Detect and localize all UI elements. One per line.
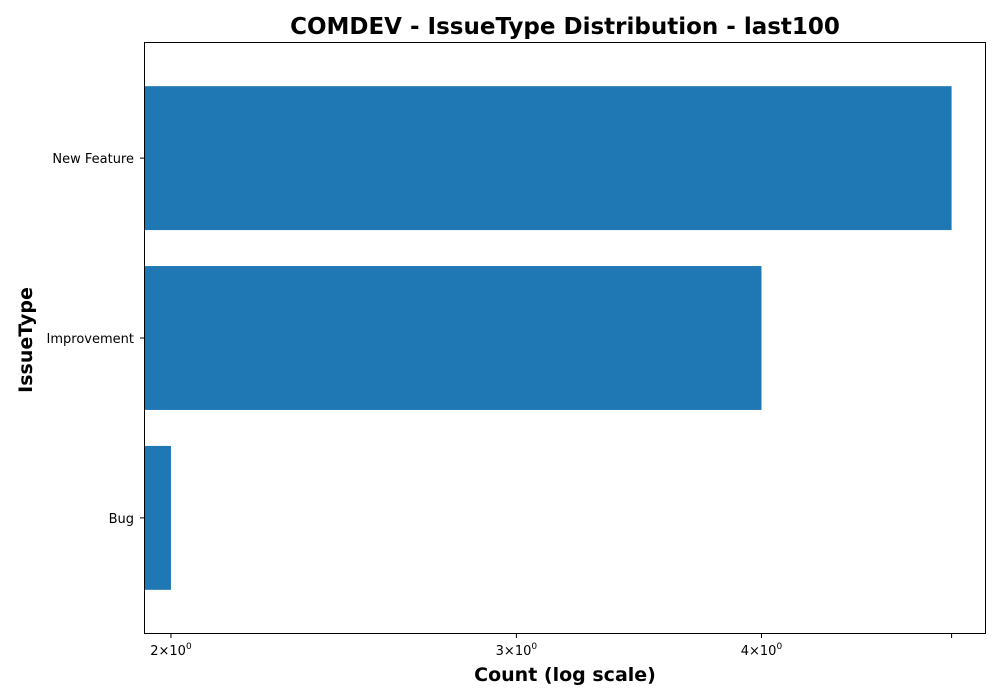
bar-bug bbox=[145, 445, 171, 590]
chart-title: COMDEV - IssueType Distribution - last10… bbox=[290, 14, 840, 40]
bars-group bbox=[145, 86, 952, 590]
x-axis-ticks: 2×100 3×100 4×100 bbox=[150, 633, 953, 659]
y-axis-ticks: Bug Improvement New Feature bbox=[47, 152, 145, 527]
x-tick-label: 2×100 bbox=[150, 642, 192, 659]
y-axis-label: IssueType bbox=[15, 287, 37, 393]
y-tick-label: New Feature bbox=[52, 152, 134, 167]
bar-improvement bbox=[145, 266, 762, 410]
y-tick-label: Bug bbox=[109, 512, 134, 527]
y-tick-label: Improvement bbox=[47, 332, 134, 347]
bar-new-feature bbox=[145, 86, 952, 231]
x-tick-label: 4×100 bbox=[741, 642, 783, 659]
x-tick-label: 3×100 bbox=[496, 642, 538, 659]
x-axis-label: Count (log scale) bbox=[474, 664, 656, 686]
